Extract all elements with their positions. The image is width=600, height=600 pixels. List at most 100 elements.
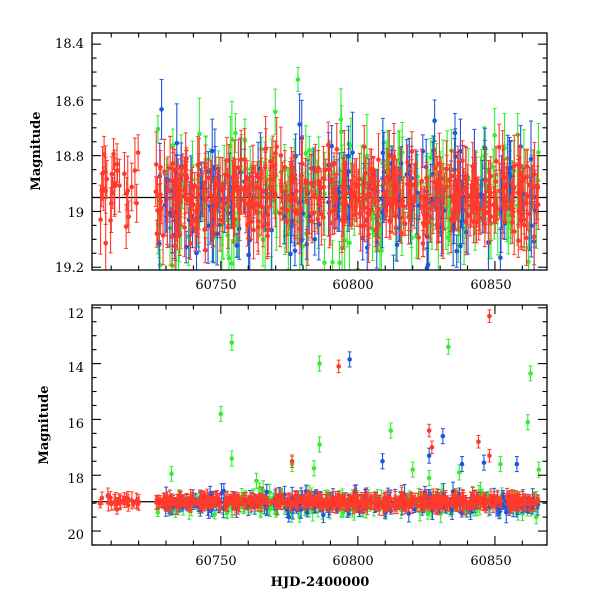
data-point — [209, 148, 215, 154]
data-point — [251, 227, 256, 233]
data-point — [188, 241, 193, 246]
data-point — [432, 179, 438, 185]
top-y-axis-label: Magnitude — [29, 111, 44, 190]
data-point — [391, 194, 396, 199]
data-point — [156, 241, 162, 246]
data-point — [338, 117, 344, 122]
data-point — [158, 164, 163, 170]
data-point — [292, 248, 298, 254]
data-point — [387, 219, 393, 224]
data-point — [103, 240, 108, 246]
data-point — [420, 241, 426, 246]
data-point — [454, 194, 460, 199]
data-point — [295, 77, 301, 82]
data-point — [159, 107, 164, 112]
top-y-tick-label-3: 19 — [67, 206, 84, 221]
data-point — [299, 173, 304, 178]
data-point — [231, 223, 236, 228]
series-2 — [98, 115, 541, 270]
data-point — [458, 191, 464, 197]
data-point — [431, 148, 437, 153]
data-point — [319, 211, 324, 217]
data-point — [432, 118, 437, 124]
data-point — [404, 172, 410, 177]
data-point — [100, 171, 105, 176]
data-point — [156, 210, 162, 215]
data-point — [169, 234, 175, 239]
data-point — [274, 144, 279, 150]
data-point — [425, 220, 430, 225]
data-point — [255, 218, 261, 224]
data-point — [209, 226, 215, 232]
data-point — [536, 150, 541, 155]
data-point — [315, 216, 321, 222]
data-point — [341, 217, 347, 222]
data-point — [428, 206, 433, 212]
top-panel: 18.4 18.6 18.8 19 19.2 60750 60800 60850… — [29, 32, 548, 293]
data-point — [532, 171, 537, 177]
data-point — [213, 201, 218, 206]
data-point — [425, 511, 431, 517]
data-point — [365, 192, 370, 197]
data-point — [153, 162, 159, 167]
data-point — [440, 176, 446, 182]
data-point — [307, 148, 312, 153]
data-point — [309, 218, 314, 224]
data-point — [282, 164, 288, 170]
data-point — [291, 195, 297, 200]
data-point — [250, 170, 256, 175]
data-point — [524, 235, 529, 241]
data-point — [348, 201, 354, 207]
top-y-tick-label-4: 19.2 — [55, 261, 84, 276]
data-point — [260, 224, 266, 229]
data-point — [376, 157, 381, 162]
data-point — [527, 182, 532, 188]
data-point — [481, 208, 486, 213]
data-point — [347, 240, 352, 246]
data-point — [398, 202, 403, 208]
data-point — [290, 165, 296, 171]
data-point — [446, 225, 452, 231]
data-point — [303, 178, 308, 183]
data-point — [126, 214, 132, 220]
data-point — [520, 178, 526, 184]
data-point — [511, 190, 516, 196]
data-point — [167, 165, 173, 171]
data-point — [490, 164, 496, 170]
data-point — [134, 201, 139, 206]
data-point — [394, 181, 399, 187]
data-point — [210, 234, 215, 239]
data-point — [511, 229, 517, 234]
data-point — [468, 203, 473, 208]
data-point — [405, 181, 410, 187]
data-point — [297, 122, 302, 127]
data-point — [313, 169, 318, 174]
data-point — [265, 227, 271, 233]
data-point — [176, 185, 182, 190]
data-point — [460, 158, 465, 163]
data-point — [524, 164, 530, 169]
data-point — [234, 243, 240, 248]
data-point — [155, 510, 161, 515]
data-point — [371, 167, 376, 172]
data-point — [124, 191, 129, 196]
data-point — [521, 222, 527, 228]
data-point — [357, 211, 363, 216]
top-y-tick-label-1: 18.6 — [55, 95, 84, 110]
data-point — [184, 175, 190, 181]
data-point — [282, 214, 287, 220]
data-point — [371, 211, 376, 217]
data-point — [418, 194, 423, 199]
data-point — [283, 195, 289, 201]
data-point — [300, 161, 305, 166]
data-point — [223, 172, 228, 178]
data-point — [434, 222, 440, 228]
data-point — [368, 175, 374, 181]
data-point — [435, 190, 441, 196]
data-point — [220, 205, 226, 210]
data-point — [416, 235, 422, 240]
data-point — [334, 146, 340, 152]
data-point — [464, 185, 470, 191]
data-point — [343, 185, 348, 191]
